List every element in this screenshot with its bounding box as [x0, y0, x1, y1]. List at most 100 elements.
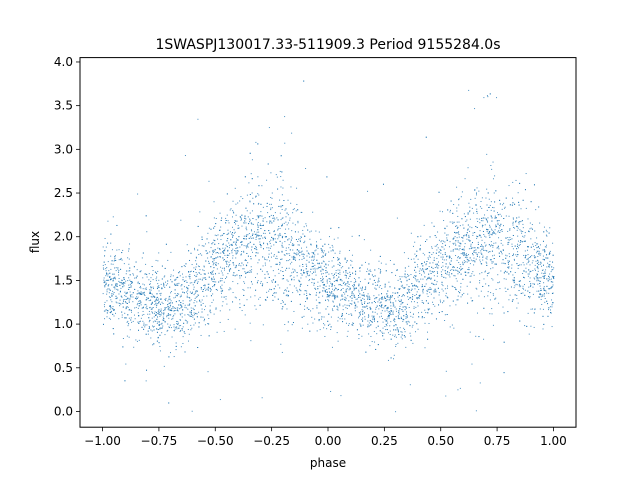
data-point	[543, 259, 545, 261]
data-point	[539, 285, 541, 287]
data-point	[464, 243, 466, 245]
data-point	[171, 308, 173, 310]
data-point	[290, 239, 292, 241]
data-point	[403, 276, 405, 278]
data-point	[275, 263, 277, 265]
data-point	[187, 290, 189, 292]
data-point	[467, 224, 469, 226]
data-point	[503, 272, 505, 274]
data-point	[321, 249, 323, 251]
data-point	[334, 289, 336, 291]
data-point	[349, 296, 351, 298]
data-point	[279, 212, 281, 214]
data-point	[193, 302, 195, 304]
data-point	[431, 313, 433, 315]
data-point	[403, 315, 405, 317]
data-point	[113, 293, 115, 295]
data-point	[543, 287, 545, 289]
data-point	[104, 285, 106, 287]
data-point	[104, 237, 106, 239]
data-point	[202, 302, 204, 304]
data-point	[339, 284, 341, 286]
data-point	[529, 271, 531, 273]
data-point	[363, 239, 365, 241]
data-point	[306, 225, 308, 227]
data-point	[457, 232, 459, 234]
data-point	[128, 277, 130, 279]
data-point	[359, 293, 361, 295]
data-point	[193, 324, 195, 326]
data-point	[113, 277, 115, 279]
data-point	[158, 324, 160, 326]
data-point	[232, 248, 234, 250]
data-point	[188, 304, 190, 306]
data-point	[343, 281, 345, 283]
data-point	[203, 270, 205, 272]
data-point	[332, 310, 334, 312]
data-point	[193, 294, 195, 296]
data-point	[264, 232, 266, 234]
data-point	[509, 294, 511, 296]
data-point	[146, 297, 148, 299]
data-point	[524, 250, 526, 252]
data-point	[287, 321, 289, 323]
data-point	[230, 239, 232, 241]
data-point	[140, 304, 142, 306]
data-point	[128, 284, 130, 286]
data-point	[215, 264, 217, 266]
data-point	[396, 269, 398, 271]
data-point	[414, 277, 416, 279]
data-point	[400, 331, 402, 333]
data-point	[158, 324, 160, 326]
data-point	[333, 280, 335, 282]
data-point	[107, 242, 109, 244]
data-point	[524, 235, 526, 237]
data-point	[251, 223, 253, 225]
data-point	[387, 322, 389, 324]
data-point	[245, 260, 247, 262]
data-point	[171, 281, 173, 283]
data-point	[161, 322, 163, 324]
data-point	[249, 218, 251, 220]
data-point	[409, 297, 411, 299]
data-point	[346, 281, 348, 283]
data-point	[306, 274, 308, 276]
data-point	[303, 226, 305, 228]
data-point	[161, 327, 163, 329]
data-point	[537, 246, 539, 248]
data-point	[158, 298, 160, 300]
data-point	[260, 235, 262, 237]
data-point	[481, 207, 483, 209]
data-point	[454, 286, 456, 288]
data-point	[266, 179, 268, 181]
data-point	[326, 176, 328, 178]
data-point	[368, 325, 370, 327]
data-point	[249, 241, 251, 243]
data-point	[445, 266, 447, 268]
data-point	[418, 312, 420, 314]
data-point	[497, 212, 499, 214]
data-point	[513, 226, 515, 228]
data-point	[342, 266, 344, 268]
data-point	[299, 251, 301, 253]
data-point	[289, 217, 291, 219]
data-point	[148, 310, 150, 312]
data-point	[535, 276, 537, 278]
data-point	[270, 214, 272, 216]
data-point	[464, 234, 466, 236]
data-point	[246, 194, 248, 196]
data-point	[301, 211, 303, 213]
data-point	[529, 222, 531, 224]
data-point	[476, 187, 478, 189]
data-point	[449, 256, 451, 258]
data-point	[167, 329, 169, 331]
data-point	[360, 325, 362, 327]
data-point	[106, 289, 108, 291]
data-point	[311, 256, 313, 258]
data-point	[454, 275, 456, 277]
data-point	[335, 296, 337, 298]
data-point	[155, 312, 157, 314]
data-point	[476, 212, 478, 214]
data-point	[158, 301, 160, 303]
data-point	[188, 333, 190, 335]
